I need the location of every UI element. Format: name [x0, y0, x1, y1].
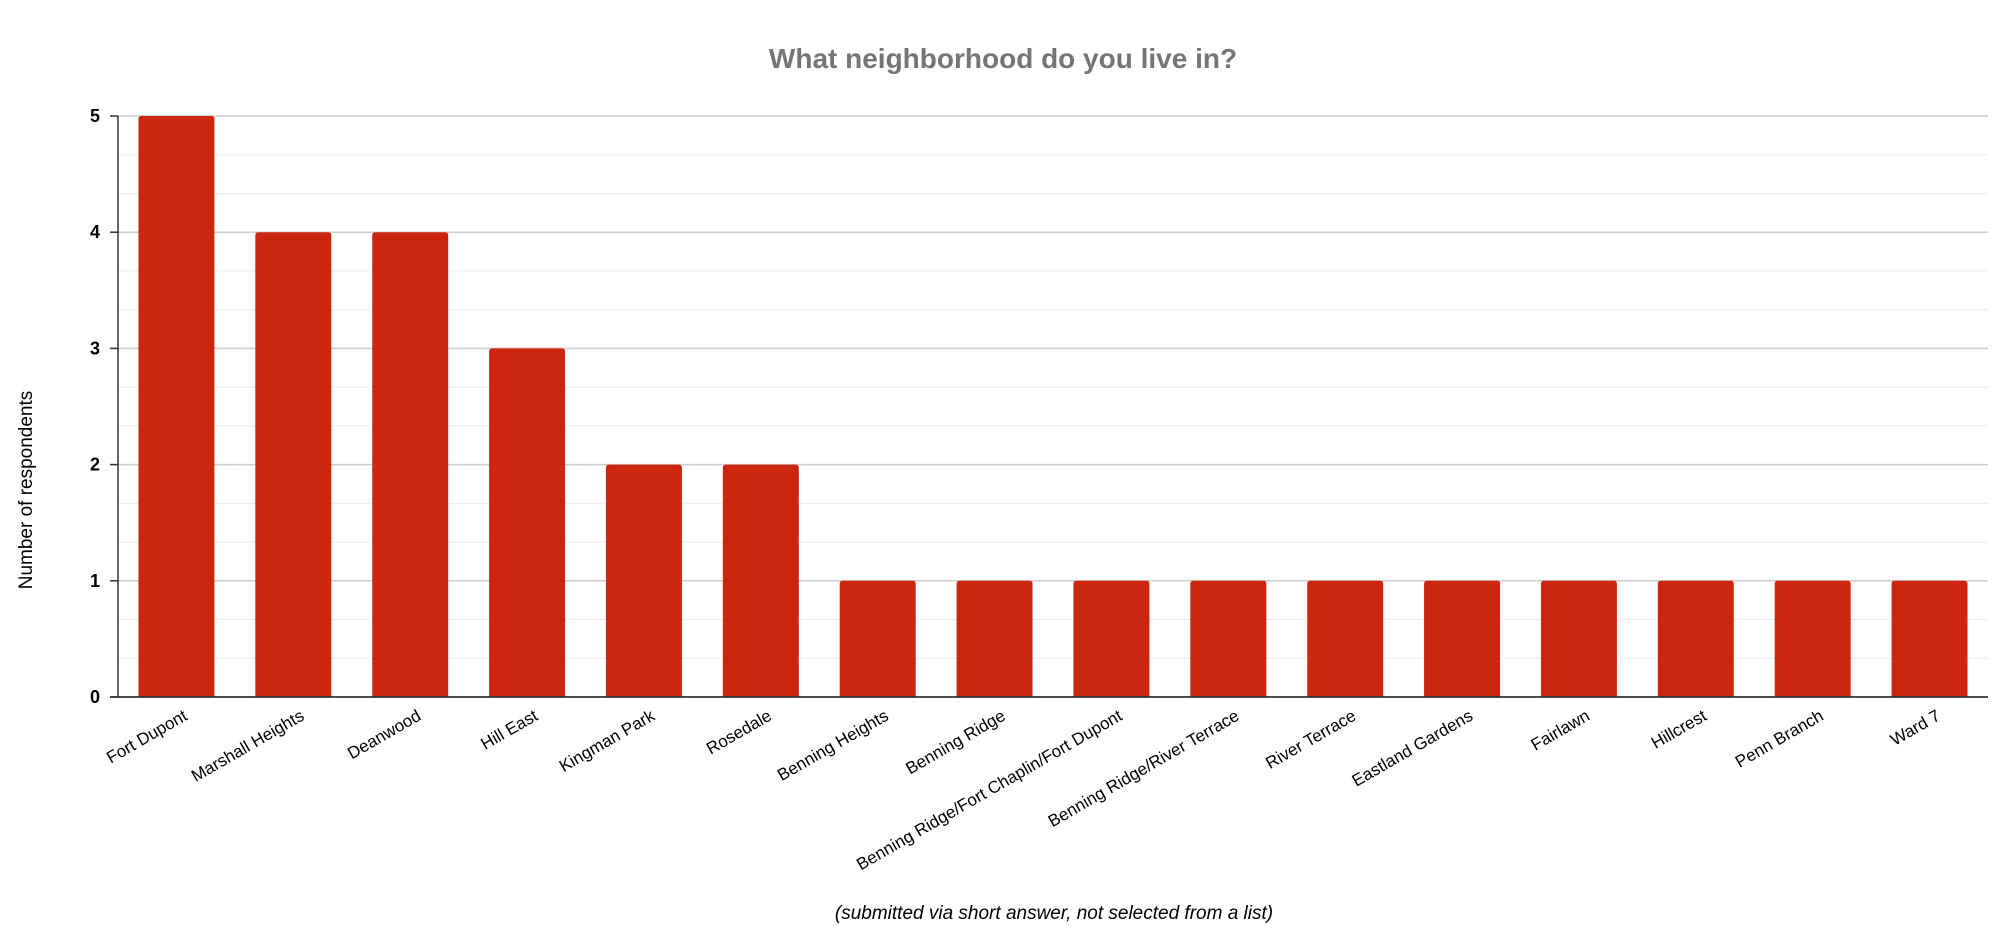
bar [1540, 580, 1617, 697]
bar [1891, 580, 1968, 697]
x-tick-label: Eastland Gardens [1349, 706, 1476, 791]
bar [372, 232, 449, 697]
bar [489, 348, 566, 697]
bar [138, 116, 215, 697]
x-tick-label: Rosedale [703, 706, 775, 758]
bar [255, 232, 332, 697]
bar [605, 464, 682, 697]
bar [1073, 580, 1150, 697]
y-axis-title: Number of respondents [16, 391, 37, 590]
x-tick-label: Benning Heights [774, 706, 892, 785]
x-tick-label: Hill East [478, 706, 542, 754]
bar [956, 580, 1033, 697]
x-tick-label: Fairlawn [1528, 706, 1593, 755]
x-axis-title: (submitted via short answer, not selecte… [835, 903, 1273, 924]
y-tick-label: 1 [90, 571, 100, 591]
x-tick-label: Marshall Heights [188, 706, 307, 786]
y-tick-label: 4 [90, 222, 100, 242]
axes [110, 116, 1988, 698]
x-tick-label: Benning Ridge/River Terrace [1045, 706, 1242, 831]
x-tick-label: Fort Dupont [103, 706, 190, 767]
x-tick-label: Kingman Park [556, 706, 658, 776]
x-tick-label: Deanwood [344, 706, 424, 763]
y-tick-label: 3 [90, 338, 100, 358]
x-tick-label: Hillcrest [1648, 706, 1710, 753]
bar [1657, 580, 1734, 697]
chart-title: What neighborhood do you live in? [769, 43, 1237, 74]
bar [722, 464, 799, 697]
x-tick-label: River Terrace [1262, 706, 1359, 773]
bar [1774, 580, 1851, 697]
bar [1190, 580, 1267, 697]
x-tick-label: Benning Ridge [902, 706, 1008, 778]
bar [1424, 580, 1501, 697]
y-tick-labels: 0 1 2 3 4 5 [90, 106, 118, 707]
y-tick-label: 2 [90, 455, 100, 475]
x-tick-label: Penn Branch [1732, 706, 1827, 772]
x-tick-label: Ward 7 [1887, 706, 1943, 750]
bar [839, 580, 916, 697]
y-tick-label: 0 [90, 687, 100, 707]
y-tick-label: 5 [90, 106, 100, 126]
bars [138, 116, 1968, 697]
bar [1307, 580, 1384, 697]
